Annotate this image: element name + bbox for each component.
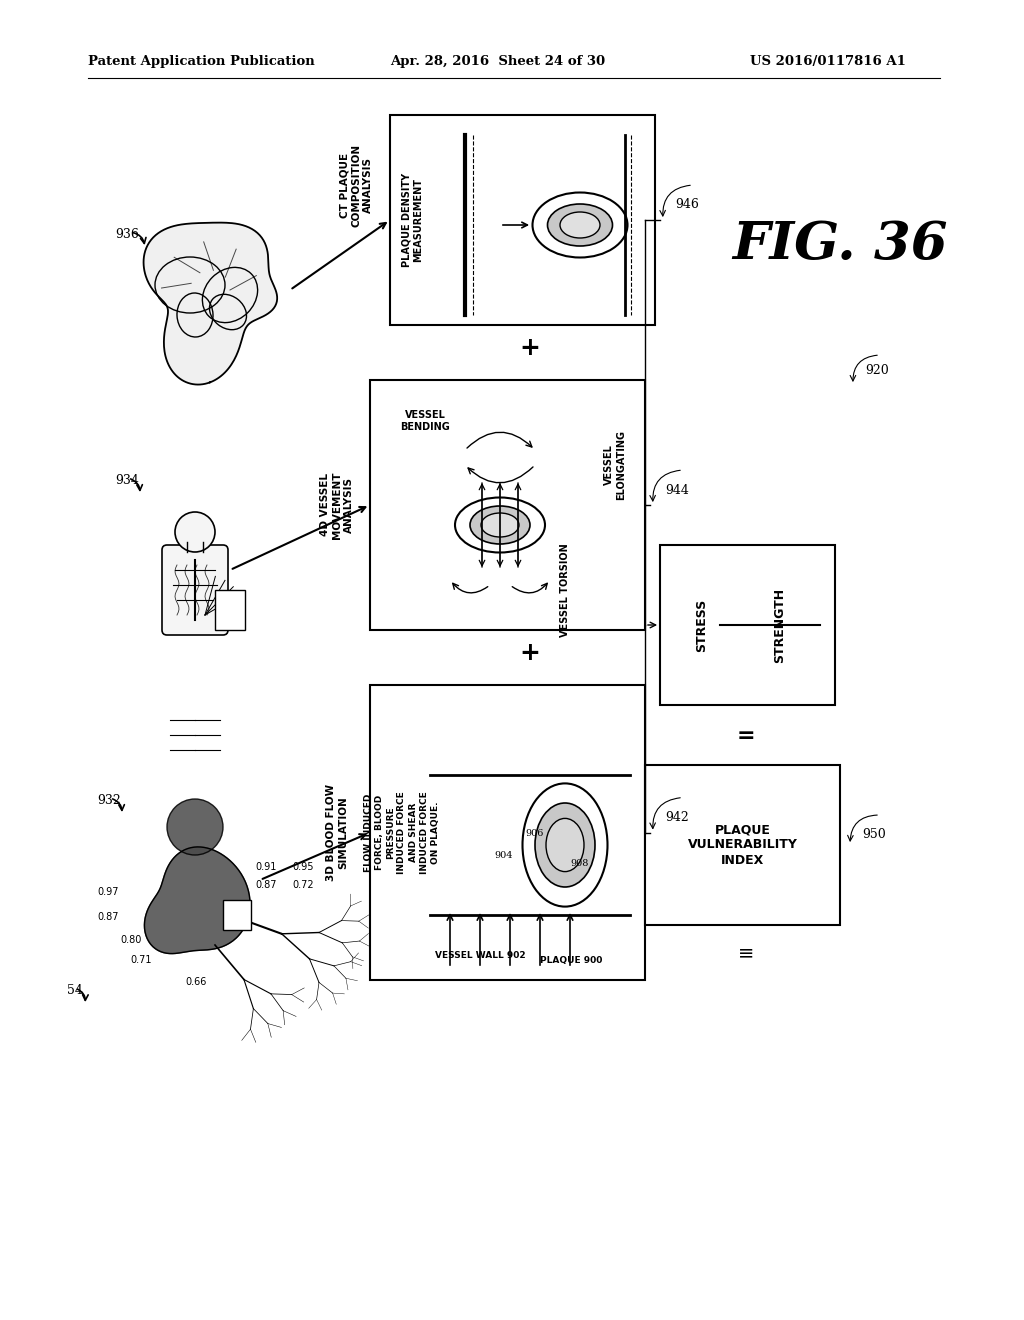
Text: STRENGTH: STRENGTH [773, 587, 786, 663]
Ellipse shape [470, 506, 530, 544]
Text: US 2016/0117816 A1: US 2016/0117816 A1 [750, 55, 906, 69]
Text: 906: 906 [525, 829, 544, 837]
Text: 3D BLOOD FLOW
SIMULATION: 3D BLOOD FLOW SIMULATION [327, 784, 348, 880]
Ellipse shape [455, 498, 545, 553]
Text: PLAQUE 900: PLAQUE 900 [540, 956, 602, 965]
Text: 0.95: 0.95 [292, 862, 313, 873]
Text: 54: 54 [67, 983, 83, 997]
Polygon shape [143, 223, 278, 384]
Text: VESSEL
ELONGATING: VESSEL ELONGATING [604, 430, 626, 500]
Text: 0.91: 0.91 [255, 862, 276, 873]
Text: 0.66: 0.66 [185, 977, 207, 987]
Bar [390, 115, 655, 325]
Text: VESSEL WALL 902: VESSEL WALL 902 [435, 950, 525, 960]
Text: VESSEL TORSION: VESSEL TORSION [560, 543, 570, 636]
Ellipse shape [546, 818, 584, 871]
Text: +: + [519, 642, 541, 665]
Text: 0.87: 0.87 [97, 912, 119, 921]
Ellipse shape [548, 205, 612, 246]
Text: 0.71: 0.71 [130, 954, 152, 965]
Ellipse shape [481, 513, 519, 537]
Text: CT PLAQUE
COMPOSITION
ANALYSIS: CT PLAQUE COMPOSITION ANALYSIS [339, 144, 373, 227]
Text: 944: 944 [665, 483, 689, 496]
Text: 920: 920 [865, 363, 889, 376]
Text: 904: 904 [495, 850, 513, 859]
Text: 950: 950 [862, 829, 886, 842]
Text: PLAQUE
VULNERABILITY
INDEX: PLAQUE VULNERABILITY INDEX [687, 824, 798, 866]
Ellipse shape [535, 803, 595, 887]
Bar [645, 766, 840, 925]
Circle shape [175, 512, 215, 552]
Text: 942: 942 [665, 810, 689, 824]
Text: 4D VESSEL
MOVEMENT
ANALYSIS: 4D VESSEL MOVEMENT ANALYSIS [321, 471, 353, 539]
Polygon shape [144, 847, 250, 953]
Text: 946: 946 [675, 198, 698, 211]
Text: +: + [519, 337, 541, 360]
Text: 934: 934 [115, 474, 139, 487]
Text: 908: 908 [570, 858, 589, 867]
Ellipse shape [560, 213, 600, 238]
Ellipse shape [532, 193, 628, 257]
Circle shape [167, 799, 223, 855]
Bar [370, 685, 645, 979]
Text: ≡: ≡ [738, 944, 755, 962]
Text: 936: 936 [115, 228, 139, 242]
Text: =: = [736, 726, 756, 746]
Text: Patent Application Publication: Patent Application Publication [88, 55, 314, 69]
FancyBboxPatch shape [162, 545, 228, 635]
Bar [223, 900, 251, 931]
Bar [370, 380, 645, 630]
Text: 0.80: 0.80 [120, 935, 141, 945]
Text: PLAQUE DENSITY
MEASUREMENT: PLAQUE DENSITY MEASUREMENT [401, 173, 423, 267]
Text: Apr. 28, 2016  Sheet 24 of 30: Apr. 28, 2016 Sheet 24 of 30 [390, 55, 605, 69]
Text: 0.72: 0.72 [292, 880, 313, 890]
Text: STRESS: STRESS [695, 598, 709, 652]
Text: 0.97: 0.97 [97, 887, 119, 898]
Bar [215, 590, 245, 630]
Text: 0.87: 0.87 [255, 880, 276, 890]
Ellipse shape [522, 783, 607, 907]
Text: FLOW INDUCED
FORCE, BLOOD
PRESSURE
INDUCED FORCE
AND SHEAR
INDUCED FORCE
ON PLAQ: FLOW INDUCED FORCE, BLOOD PRESSURE INDUC… [365, 791, 439, 874]
Bar [660, 545, 835, 705]
Text: 932: 932 [97, 793, 121, 807]
Text: FIG. 36: FIG. 36 [732, 219, 948, 271]
Text: VESSEL
BENDING: VESSEL BENDING [400, 411, 450, 432]
